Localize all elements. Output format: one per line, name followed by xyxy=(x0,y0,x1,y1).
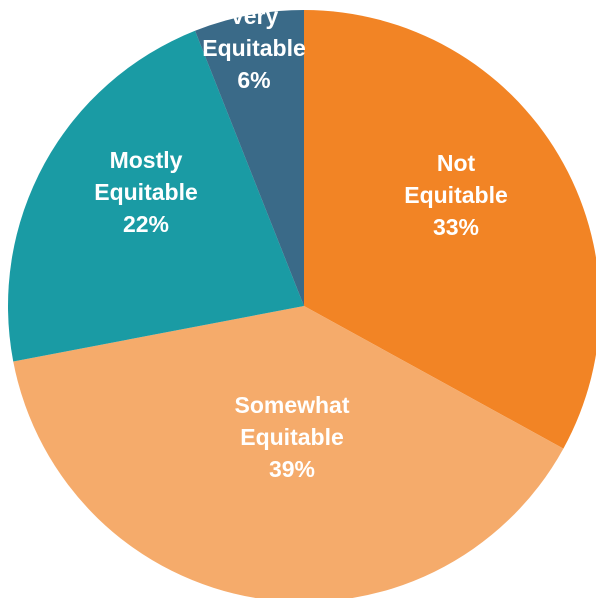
pie-slice-very-equitable xyxy=(195,10,304,306)
slice-category-label: Somewhat xyxy=(234,392,349,418)
slice-percent-label: 6% xyxy=(237,67,270,93)
pie-slice-not-equitable xyxy=(304,10,596,449)
slice-category-label: Equitable xyxy=(240,424,344,450)
slice-category-label: Mostly xyxy=(110,147,183,173)
pie-slice-mostly-equitable xyxy=(7,30,305,362)
slice-category-label: Equitable xyxy=(202,35,306,61)
slice-category-label: Very xyxy=(230,3,279,29)
pie-labels: Not Equitable 33% Somewhat Equitable 39% Mostl… xyxy=(94,3,508,482)
slice-category-label: Equitable xyxy=(94,179,198,205)
slice-category-label: Equitable xyxy=(404,182,508,208)
slice-percent-label: 39% xyxy=(269,456,315,482)
slice-percent-label: 22% xyxy=(123,211,169,237)
slice-category-label: Not xyxy=(437,150,476,176)
slice-percent-label: 33% xyxy=(433,214,479,240)
pie-slices xyxy=(7,10,596,598)
pie-slice-somewhat-equitable xyxy=(13,306,564,598)
